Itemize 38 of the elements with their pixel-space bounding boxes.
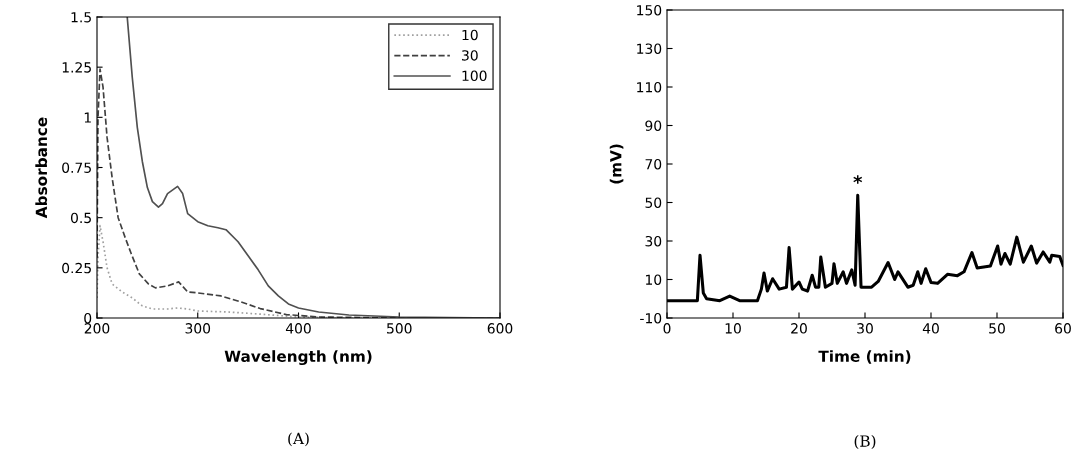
text: (A)	[288, 432, 309, 447]
y-tick-label: 0.5	[70, 212, 91, 224]
x-tick-label: 500	[387, 323, 412, 334]
y-tick-label: 1.5	[71, 12, 91, 23]
y-tick-label: 0	[84, 312, 92, 324]
y-tick-label: 150	[637, 4, 662, 16]
x-axis-title: Time (min)	[818, 350, 911, 364]
x-tick-label: 300	[185, 323, 211, 334]
y-tick-label: 110	[637, 81, 662, 93]
y-tick-label: 1.25	[62, 62, 91, 73]
legend-label: 100	[462, 70, 487, 82]
y-tick-label: 30	[645, 235, 662, 247]
x-axis-title: Wavelength (nm)	[224, 350, 372, 366]
y-tick-label: -10	[640, 312, 662, 324]
x-tick-label: 60	[1055, 323, 1071, 334]
y-tick-label: 130	[637, 43, 662, 54]
x-tick-label: 400	[285, 323, 311, 334]
x-tick-label: 30	[857, 323, 873, 334]
x-tick-label: 50	[989, 323, 1005, 334]
x-tick-label: 40	[922, 323, 939, 334]
y-tick-label: 1	[84, 112, 91, 123]
y-tick-label: 0.75	[62, 162, 91, 173]
x-tick-label: 0	[663, 323, 671, 334]
x-tick-label: 20	[791, 323, 807, 334]
y-tick-label: 70	[645, 158, 662, 170]
legend-label: 30	[462, 50, 478, 61]
y-tick-label: 50	[645, 197, 662, 208]
annotation: *	[853, 175, 863, 184]
y-axis-title: Absorbance	[35, 117, 48, 219]
legend-label: 10	[462, 29, 478, 41]
y-axis-title: (mV)	[609, 144, 624, 184]
x-tick-label: 200	[84, 323, 110, 334]
y-tick-label: 10	[645, 274, 662, 285]
x-tick-label: 10	[725, 323, 741, 334]
y-tick-label: 0.25	[62, 262, 91, 274]
text: (B)	[854, 435, 876, 450]
x-tick-label: 600	[487, 323, 513, 334]
y-tick-label: 90	[645, 120, 662, 131]
